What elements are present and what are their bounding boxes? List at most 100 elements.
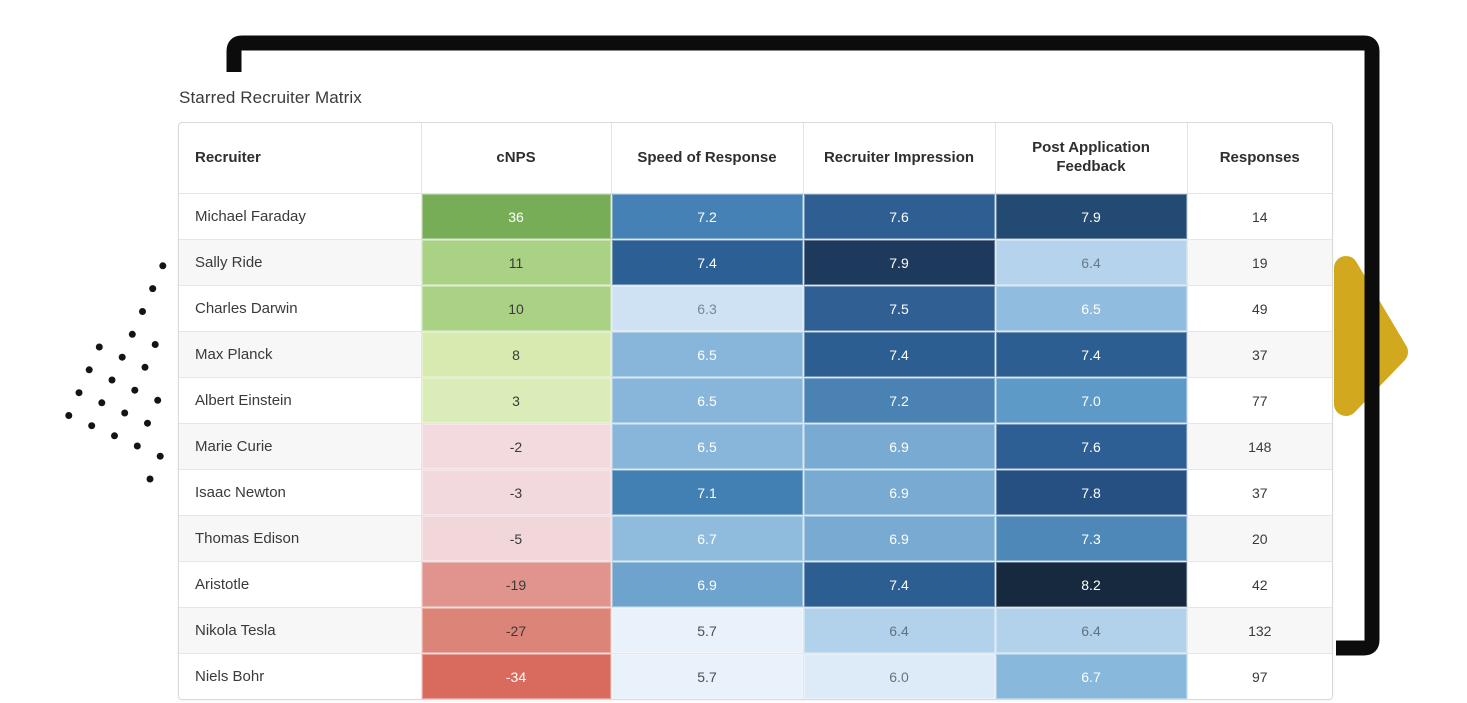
speed-heat-cell: 6.5 <box>610 331 804 378</box>
dot <box>133 442 141 450</box>
recruiter-name-cell: Isaac Newton <box>179 469 422 516</box>
dot <box>95 343 103 351</box>
speed-heat-cell: 6.5 <box>610 423 804 470</box>
column-header-impression: Recruiter Impression <box>802 123 996 194</box>
black-frame <box>226 35 1380 656</box>
speed-heat-cell: 5.7 <box>610 607 804 654</box>
cnps-heat-cell: -2 <box>420 423 612 470</box>
column-header-recruiter: Recruiter <box>179 123 422 194</box>
responses-cell: 14 <box>1186 193 1332 240</box>
feedback-heat-cell: 7.4 <box>994 331 1188 378</box>
dot <box>128 330 136 338</box>
table-row: Charles Darwin 10 6.3 7.5 6.5 49 <box>179 285 1332 332</box>
column-header-responses: Responses <box>1186 123 1332 194</box>
cnps-heat-cell: 11 <box>420 239 612 286</box>
dot <box>111 432 118 440</box>
responses-cell: 148 <box>1186 423 1332 470</box>
speed-heat-cell: 6.3 <box>610 285 804 332</box>
column-header-speed: Speed of Response <box>610 123 804 194</box>
responses-cell: 37 <box>1186 469 1332 516</box>
table-header: Recruiter cNPS Speed of Response Recruit… <box>179 123 1332 194</box>
impression-heat-cell: 6.4 <box>802 607 996 654</box>
cnps-heat-cell: -5 <box>420 515 612 562</box>
speed-heat-cell: 7.1 <box>610 469 804 516</box>
responses-cell: 20 <box>1186 515 1332 562</box>
recruiter-name-cell: Marie Curie <box>179 423 422 470</box>
impression-heat-cell: 6.9 <box>802 515 996 562</box>
dot <box>159 262 167 270</box>
cnps-heat-cell: 3 <box>420 377 612 424</box>
column-header-feedback: Post Application Feedback <box>994 123 1188 194</box>
dot <box>131 386 139 394</box>
table-body: Michael Faraday 36 7.2 7.6 7.9 14 Sally Ride 11… <box>179 193 1332 699</box>
recruiter-name-cell: Thomas Edison <box>179 515 422 562</box>
responses-cell: 42 <box>1186 561 1332 608</box>
table-row: Niels Bohr -34 5.7 6.0 6.7 97 <box>179 653 1332 699</box>
cnps-heat-cell: -19 <box>420 561 612 608</box>
speed-heat-cell: 6.5 <box>610 377 804 424</box>
feedback-heat-cell: 6.4 <box>994 239 1188 286</box>
impression-heat-cell: 6.0 <box>802 653 996 699</box>
feedback-heat-cell: 7.0 <box>994 377 1188 424</box>
feedback-heat-cell: 8.2 <box>994 561 1188 608</box>
dot <box>75 389 83 397</box>
cnps-heat-cell: 10 <box>420 285 612 332</box>
responses-cell: 37 <box>1186 331 1332 378</box>
recruiter-name-cell: Michael Faraday <box>179 193 422 240</box>
recruiter-name-cell: Charles Darwin <box>179 285 422 332</box>
table-row: Thomas Edison -5 6.7 6.9 7.3 20 <box>179 515 1332 562</box>
cnps-heat-cell: 8 <box>420 331 612 378</box>
feedback-heat-cell: 7.9 <box>994 193 1188 240</box>
impression-heat-cell: 6.9 <box>802 423 996 470</box>
dot <box>151 341 159 348</box>
dot <box>88 422 96 430</box>
recruiter-matrix-table: Recruiter cNPS Speed of Response Recruit… <box>179 123 1332 699</box>
dot <box>144 419 151 427</box>
feedback-heat-cell: 6.5 <box>994 285 1188 332</box>
cnps-heat-cell: -3 <box>420 469 612 516</box>
impression-heat-cell: 7.4 <box>802 561 996 608</box>
feedback-heat-cell: 7.3 <box>994 515 1188 562</box>
speed-heat-cell: 6.7 <box>610 515 804 562</box>
feedback-heat-cell: 6.4 <box>994 607 1188 654</box>
feedback-heat-cell: 7.8 <box>994 469 1188 516</box>
speed-heat-cell: 7.2 <box>610 193 804 240</box>
recruiter-name-cell: Niels Bohr <box>179 653 422 699</box>
responses-cell: 132 <box>1186 607 1332 654</box>
feedback-heat-cell: 7.6 <box>994 423 1188 470</box>
table-row: Nikola Tesla -27 5.7 6.4 6.4 132 <box>179 607 1332 654</box>
table-row: Max Planck 8 6.5 7.4 7.4 37 <box>179 331 1332 378</box>
table-row: Aristotle -19 6.9 7.4 8.2 42 <box>179 561 1332 608</box>
impression-heat-cell: 7.2 <box>802 377 996 424</box>
cnps-heat-cell: -34 <box>420 653 612 699</box>
dot <box>156 452 164 460</box>
speed-heat-cell: 6.9 <box>610 561 804 608</box>
feedback-heat-cell: 6.7 <box>994 653 1188 699</box>
table-row: Albert Einstein 3 6.5 7.2 7.0 77 <box>179 377 1332 424</box>
cnps-heat-cell: -27 <box>420 607 612 654</box>
recruiter-name-cell: Sally Ride <box>179 239 422 286</box>
table-row: Sally Ride 11 7.4 7.9 6.4 19 <box>179 239 1332 286</box>
responses-cell: 77 <box>1186 377 1332 424</box>
dot <box>141 363 149 371</box>
table-row: Michael Faraday 36 7.2 7.6 7.9 14 <box>179 193 1332 240</box>
responses-cell: 97 <box>1186 653 1332 699</box>
recruiter-matrix-card: Recruiter cNPS Speed of Response Recruit… <box>178 122 1333 700</box>
impression-heat-cell: 7.9 <box>802 239 996 286</box>
dot <box>118 353 126 361</box>
dot <box>139 308 146 315</box>
recruiter-name-cell: Nikola Tesla <box>179 607 422 654</box>
dot <box>98 399 106 407</box>
page-title: Starred Recruiter Matrix <box>179 88 362 107</box>
responses-cell: 49 <box>1186 285 1332 332</box>
column-header-cnps: cNPS <box>420 123 612 194</box>
speed-heat-cell: 7.4 <box>610 239 804 286</box>
recruiter-name-cell: Aristotle <box>179 561 422 608</box>
dots-pattern <box>65 262 167 483</box>
cnps-heat-cell: 36 <box>420 193 612 240</box>
dot <box>146 475 154 483</box>
table-row: Marie Curie -2 6.5 6.9 7.6 148 <box>179 423 1332 470</box>
recruiter-name-cell: Albert Einstein <box>179 377 422 424</box>
